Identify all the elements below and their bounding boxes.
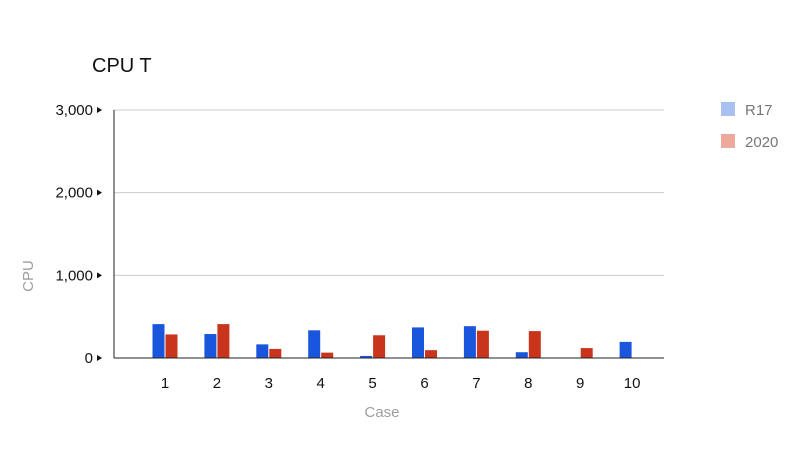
bar-2020-6 — [425, 350, 437, 358]
y-tick-marker — [97, 355, 102, 361]
x-tick-label: 5 — [368, 375, 376, 392]
x-axis-label: Case — [364, 404, 399, 421]
bar-2020-2 — [217, 324, 230, 358]
y-tick-label: 1,000 — [55, 267, 93, 284]
bar-r17-7 — [463, 326, 476, 358]
y-axis-label: CPU — [20, 260, 37, 292]
y-tick-marker — [97, 107, 102, 113]
y-axis-ticks: 0 1,000 2,000 3,000 — [55, 102, 102, 367]
bar-r17-6 — [412, 327, 424, 358]
bar-r17-4 — [308, 330, 321, 358]
x-tick-label: 8 — [524, 375, 532, 392]
x-tick-label: 10 — [624, 375, 641, 392]
bar-2020-5 — [373, 335, 386, 358]
x-tick-label: 3 — [265, 375, 273, 392]
bar-2020-7 — [476, 330, 489, 358]
bar-2020-4 — [321, 352, 334, 358]
y-tick-marker — [97, 189, 102, 196]
y-tick-label: 3,000 — [55, 102, 93, 119]
bar-2020-9 — [580, 348, 593, 358]
x-tick-label: 6 — [420, 375, 428, 392]
bars — [152, 324, 632, 358]
chart-title: CPU T — [92, 55, 152, 77]
legend-label-r17: R17 — [745, 102, 773, 119]
gridlines — [114, 109, 664, 276]
y-tick-marker — [97, 272, 102, 279]
x-tick-label: 9 — [576, 375, 584, 392]
y-tick-label: 0 — [85, 350, 93, 367]
x-tick-label: 7 — [472, 375, 480, 392]
bar-2020-1 — [165, 334, 178, 358]
legend-swatch-r17 — [721, 102, 735, 116]
bar-2020-8 — [528, 331, 541, 358]
bar-r17-10 — [619, 341, 632, 358]
legend-label-2020: 2020 — [745, 134, 778, 151]
bar-r17-8 — [515, 352, 528, 358]
x-axis-ticks: 1 2 3 4 5 6 7 8 9 10 — [161, 375, 641, 392]
x-tick-label: 4 — [317, 375, 325, 392]
y-tick-label: 2,000 — [55, 185, 93, 202]
bar-r17-2 — [204, 334, 217, 358]
legend: R17 2020 — [721, 102, 778, 151]
x-tick-label: 2 — [213, 375, 221, 392]
bar-2020-3 — [269, 348, 282, 358]
legend-swatch-2020 — [721, 134, 735, 148]
x-tick-label: 1 — [161, 375, 169, 392]
bar-r17-5 — [360, 355, 373, 358]
bar-r17-1 — [152, 324, 165, 358]
bar-r17-3 — [256, 344, 269, 358]
